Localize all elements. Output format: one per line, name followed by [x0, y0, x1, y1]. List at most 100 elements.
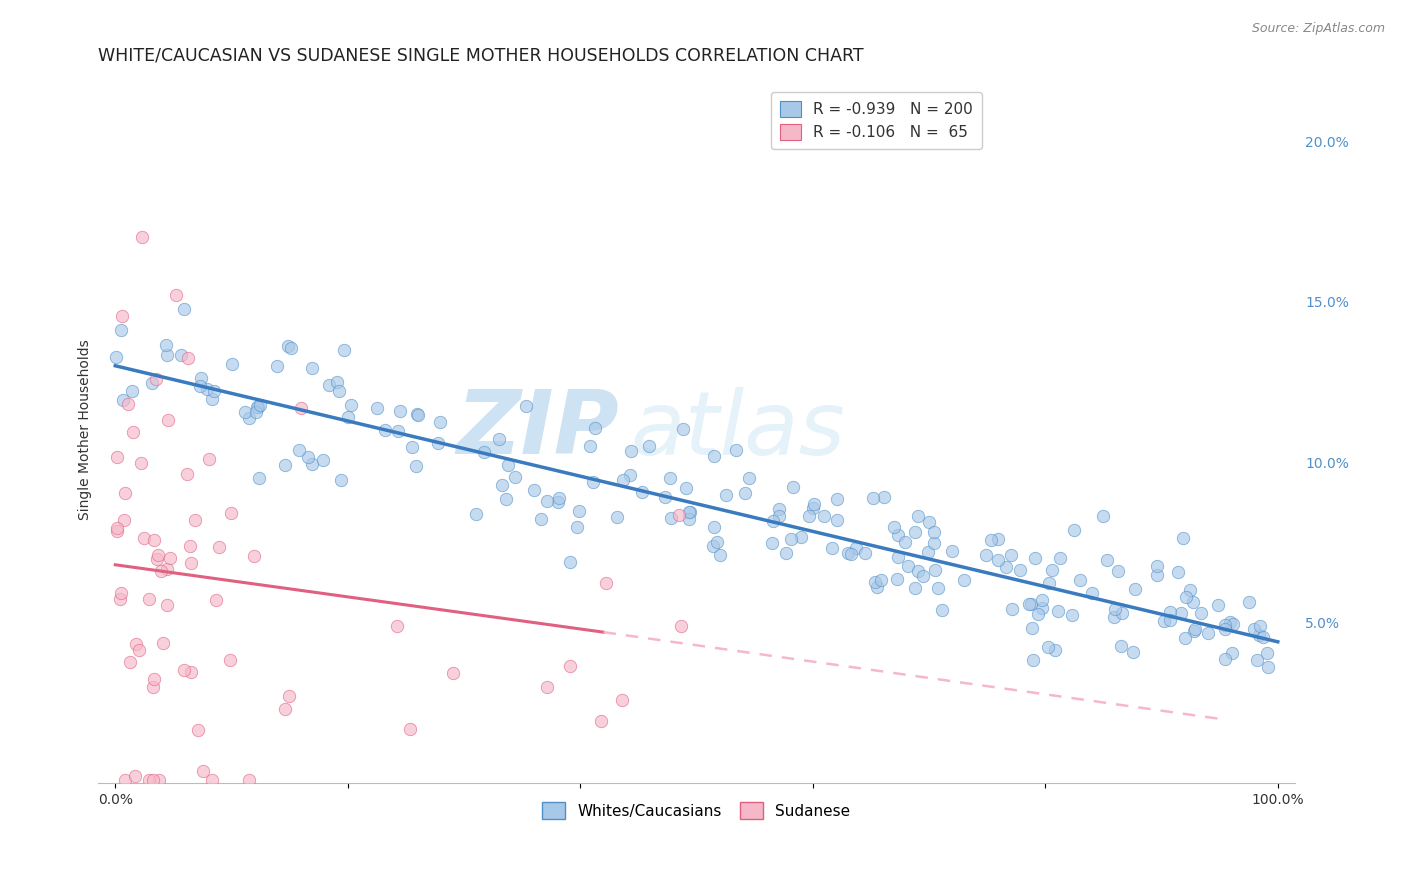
Point [124, 769, 146, 783]
Point [801, 501, 824, 516]
Point [170, 348, 193, 362]
Point [825, 491, 848, 506]
Point [610, 693, 633, 707]
Point [1123, 582, 1146, 597]
Point [558, 555, 581, 569]
Point [839, 547, 862, 561]
Point [853, 546, 876, 560]
Point [180, 665, 202, 679]
Text: ZIP: ZIP [456, 386, 619, 474]
Point [589, 714, 612, 729]
Point [911, 568, 934, 582]
Point [768, 501, 790, 516]
Point [894, 535, 917, 549]
Point [246, 400, 269, 414]
Point [141, 376, 163, 390]
Point [131, 230, 153, 244]
Point [191, 764, 214, 778]
Point [582, 475, 605, 489]
Point [1213, 622, 1236, 636]
Point [1189, 606, 1212, 620]
Point [318, 377, 340, 392]
Point [238, 772, 260, 787]
Point [1043, 643, 1066, 657]
Point [129, 456, 152, 470]
Point [138, 772, 160, 787]
Point [176, 467, 198, 481]
Point [1081, 586, 1104, 600]
Text: WHITE/CAUCASIAN VS SUDANESE SINGLE MOTHER HOUSEHOLDS CORRELATION CHART: WHITE/CAUCASIAN VS SUDANESE SINGLE MOTHE… [98, 46, 863, 64]
Point [1024, 551, 1046, 566]
Point [145, 552, 167, 566]
Point [1111, 606, 1133, 620]
Point [1001, 601, 1024, 615]
Point [221, 357, 243, 371]
Legend: Whites/Caucasians, Sudanese: Whites/Caucasians, Sudanese [536, 796, 856, 825]
Point [112, 513, 135, 527]
Point [703, 449, 725, 463]
Point [156, 562, 179, 576]
Point [1092, 508, 1115, 523]
Point [953, 573, 976, 587]
Point [918, 515, 941, 529]
Point [333, 343, 356, 358]
Point [678, 505, 700, 519]
Point [1184, 622, 1206, 636]
Point [201, 772, 224, 787]
Point [941, 544, 963, 558]
Point [1153, 614, 1175, 628]
Point [1181, 595, 1204, 609]
Point [328, 384, 350, 399]
Point [247, 471, 270, 485]
Point [429, 415, 451, 429]
Point [110, 323, 132, 337]
Point [1213, 652, 1236, 666]
Point [187, 723, 209, 737]
Point [987, 553, 1010, 567]
Point [659, 470, 682, 484]
Point [496, 458, 519, 472]
Point [249, 398, 271, 412]
Point [995, 559, 1018, 574]
Point [565, 520, 588, 534]
Point [1109, 639, 1132, 653]
Point [145, 372, 167, 386]
Point [142, 533, 165, 547]
Point [190, 378, 212, 392]
Point [1069, 574, 1091, 588]
Point [1062, 608, 1084, 623]
Point [1102, 610, 1125, 624]
Point [1251, 630, 1274, 644]
Point [863, 574, 886, 589]
Point [110, 591, 132, 606]
Point [1184, 624, 1206, 638]
Point [179, 539, 201, 553]
Point [441, 665, 464, 680]
Point [165, 287, 187, 301]
Point [208, 541, 231, 555]
Point [152, 636, 174, 650]
Point [326, 375, 349, 389]
Point [678, 512, 700, 526]
Point [825, 513, 848, 527]
Point [775, 546, 797, 560]
Point [595, 575, 617, 590]
Point [724, 443, 747, 458]
Point [768, 509, 790, 524]
Point [558, 658, 581, 673]
Point [406, 407, 429, 421]
Point [1046, 604, 1069, 618]
Point [671, 619, 693, 633]
Point [190, 370, 212, 384]
Text: Source: ZipAtlas.com: Source: ZipAtlas.com [1251, 22, 1385, 36]
Point [907, 564, 929, 578]
Point [246, 400, 269, 414]
Point [709, 548, 731, 562]
Point [401, 440, 423, 454]
Point [111, 310, 134, 324]
Point [1000, 548, 1022, 562]
Point [803, 497, 825, 511]
Point [548, 491, 571, 506]
Point [274, 702, 297, 716]
Point [927, 581, 949, 595]
